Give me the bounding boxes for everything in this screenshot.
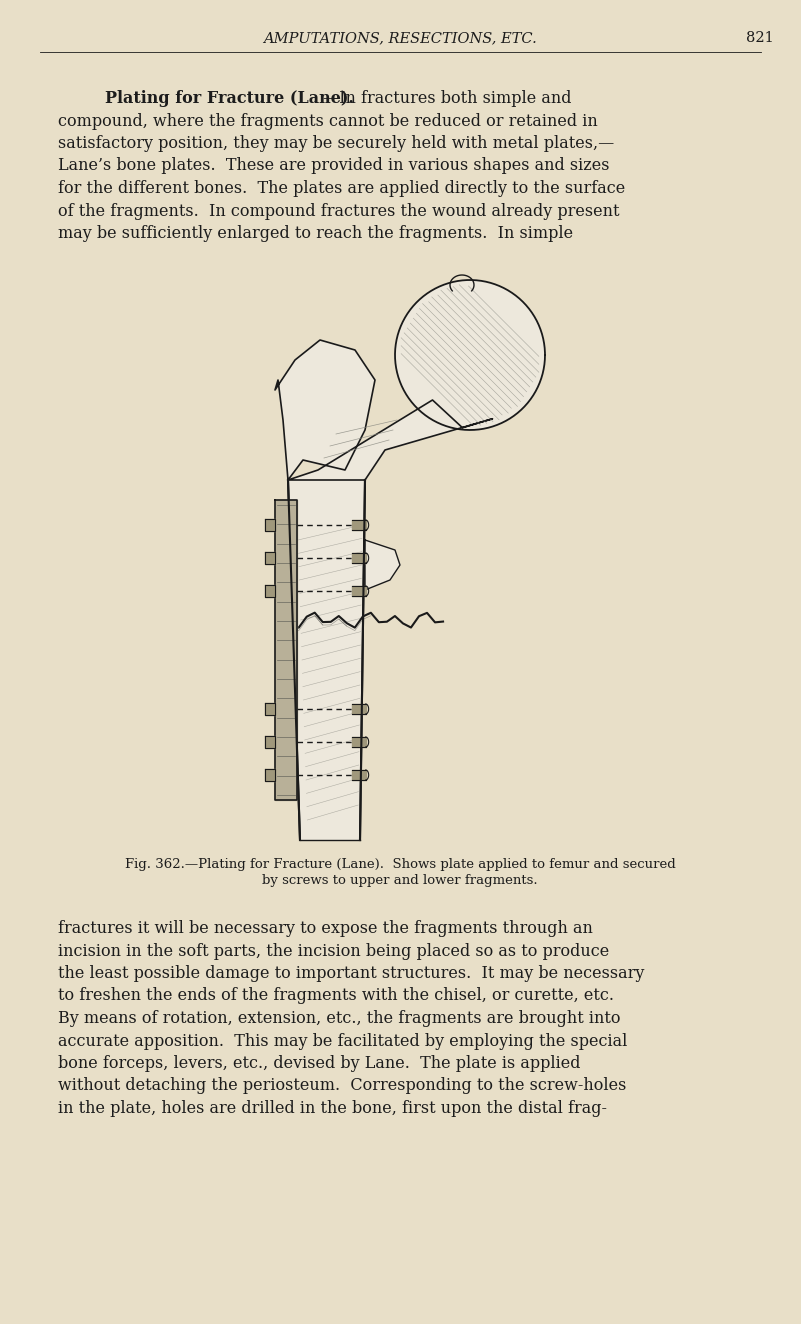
Polygon shape [395, 279, 545, 430]
Text: by screws to upper and lower fragments.: by screws to upper and lower fragments. [262, 874, 537, 887]
Text: for the different bones.  The plates are applied directly to the surface: for the different bones. The plates are … [58, 180, 626, 197]
Bar [264, 769, 275, 781]
Bar [264, 519, 275, 531]
Text: bone forceps, levers, etc., devised by Lane.  The plate is applied: bone forceps, levers, etc., devised by L… [58, 1055, 581, 1072]
Polygon shape [288, 481, 365, 839]
Bar [352, 520, 366, 530]
Bar [264, 552, 275, 564]
Text: 821: 821 [746, 30, 774, 45]
Text: incision in the soft parts, the incision being placed so as to produce: incision in the soft parts, the incision… [58, 943, 610, 960]
Text: in the plate, holes are drilled in the bone, first upon the distal frag-: in the plate, holes are drilled in the b… [58, 1100, 607, 1117]
Bar [264, 703, 275, 715]
Polygon shape [275, 340, 375, 481]
Text: of the fragments.  In compound fractures the wound already present: of the fragments. In compound fractures … [58, 203, 619, 220]
Text: Lane’s bone plates.  These are provided in various shapes and sizes: Lane’s bone plates. These are provided i… [58, 158, 610, 175]
Text: By means of rotation, extension, etc., the fragments are brought into: By means of rotation, extension, etc., t… [58, 1010, 621, 1027]
Text: accurate apposition.  This may be facilitated by employing the special: accurate apposition. This may be facilit… [58, 1033, 627, 1050]
Text: fractures it will be necessary to expose the fragments through an: fractures it will be necessary to expose… [58, 920, 593, 937]
Text: without detaching the periosteum.  Corresponding to the screw-holes: without detaching the periosteum. Corres… [58, 1078, 626, 1095]
Text: Fig. 362.—Plating for Fracture (Lane).  Shows plate applied to femur and secured: Fig. 362.—Plating for Fracture (Lane). S… [125, 858, 675, 871]
Bar [264, 736, 275, 748]
Polygon shape [365, 540, 400, 591]
Bar [352, 737, 366, 747]
Text: to freshen the ends of the fragments with the chisel, or curette, etc.: to freshen the ends of the fragments wit… [58, 988, 614, 1005]
Polygon shape [288, 400, 493, 481]
Text: AMPUTATIONS, RESECTIONS, ETC.: AMPUTATIONS, RESECTIONS, ETC. [263, 30, 537, 45]
Bar [352, 704, 366, 714]
Bar [352, 771, 366, 780]
Text: Plating for Fracture (Lane).: Plating for Fracture (Lane). [105, 90, 354, 107]
Text: satisfactory position, they may be securely held with metal plates,—: satisfactory position, they may be secur… [58, 135, 614, 152]
Polygon shape [275, 500, 296, 800]
Text: compound, where the fragments cannot be reduced or retained in: compound, where the fragments cannot be … [58, 113, 598, 130]
Bar [264, 585, 275, 597]
Bar [352, 587, 366, 596]
Text: —In fractures both simple and: —In fractures both simple and [323, 90, 571, 107]
Text: may be sufficiently enlarged to reach the fragments.  In simple: may be sufficiently enlarged to reach th… [58, 225, 574, 242]
Bar [352, 553, 366, 563]
Text: the least possible damage to important structures.  It may be necessary: the least possible damage to important s… [58, 965, 644, 982]
